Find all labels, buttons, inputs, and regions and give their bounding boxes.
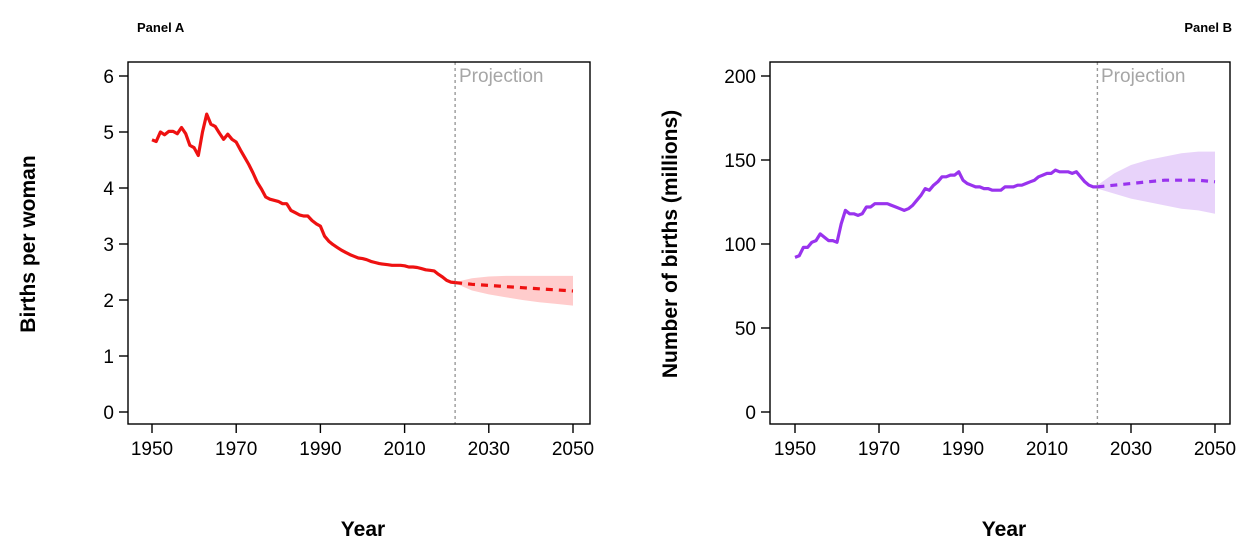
panel-b-y-axis-title: Number of births (millions): [659, 110, 682, 378]
panel-b-projection-band: [1097, 151, 1215, 214]
panel-a-projection-label: Projection: [459, 66, 544, 87]
panel-a-y-tick-label: 0: [103, 403, 114, 424]
panel-a-projection-band-layer: [455, 275, 573, 306]
panel-b-projection-layer: Projection: [1096, 62, 1186, 424]
panel-b-x-axis-title: Year: [982, 518, 1026, 541]
panel-b-x-tick-label: 1990: [942, 439, 984, 460]
panel-b-x-tick-label: 2050: [1194, 439, 1236, 460]
panel-a-projection-layer: Projection: [454, 62, 544, 424]
panel-a-x-tick-label: 1970: [215, 439, 257, 460]
panel-b-y-tick-label: 150: [724, 151, 756, 172]
panel-a-x-tick-label: 2050: [552, 439, 594, 460]
panel-a-x-tick-label: 2030: [468, 439, 510, 460]
panel-a-axes: 0 1 2 3 4 5 6 1950 1970 1990 2010 2030 2050: [103, 61, 594, 460]
panel-a: Panel A Year Births per woman Projection…: [17, 20, 594, 541]
panel-a-x-axis-title: Year: [341, 518, 385, 541]
panel-b: Panel B Year Number of births (millions)…: [659, 20, 1236, 541]
panel-a-observed-line: [151, 112, 456, 285]
panel-a-y-tick-label: 2: [103, 291, 114, 312]
panel-b-x-tick-label: 2030: [1110, 439, 1152, 460]
panel-a-x-tick-label: 2010: [383, 439, 425, 460]
panel-b-axes: 0 50 100 150 200 1950 1970 1990 2010 2030 2050: [724, 61, 1236, 460]
panel-b-line-layer: [794, 168, 1216, 259]
panel-a-plot-frame: [127, 61, 591, 425]
panel-a-y-tick-label: 1: [103, 347, 114, 368]
panel-b-projection-label: Projection: [1101, 66, 1186, 87]
panel-b-y-tick-label: 200: [724, 67, 756, 88]
panel-b-x-tick-label: 2010: [1026, 439, 1068, 460]
panel-b-projection-band-layer: [1097, 151, 1215, 214]
panel-a-y-axis-title: Births per woman: [17, 155, 40, 332]
panel-b-observed-line: [794, 168, 1098, 259]
panel-a-y-tick-label: 5: [103, 123, 114, 144]
panel-b-y-tick-label: 50: [735, 319, 756, 340]
panel-b-y-tick-label: 100: [724, 235, 756, 256]
panel-b-projection-line: [1097, 178, 1216, 189]
panel-a-y-tick-label: 3: [103, 235, 114, 256]
panel-b-plot-frame: [769, 61, 1231, 425]
panel-a-label: Panel A: [137, 20, 185, 35]
panel-a-x-tick-label: 1990: [299, 439, 341, 460]
panel-b-y-tick-label: 0: [745, 403, 756, 424]
panel-a-projection-line: [454, 281, 574, 293]
panel-b-x-tick-label: 1950: [774, 439, 816, 460]
panel-a-y-tick-label: 4: [103, 179, 114, 200]
panel-a-y-tick-label: 6: [103, 67, 114, 88]
panel-a-x-tick-label: 1950: [131, 439, 173, 460]
panel-a-projection-band: [455, 275, 573, 306]
panel-a-line-layer: [151, 112, 574, 293]
panel-b-x-tick-label: 1970: [858, 439, 900, 460]
panel-b-label: Panel B: [1184, 20, 1232, 35]
